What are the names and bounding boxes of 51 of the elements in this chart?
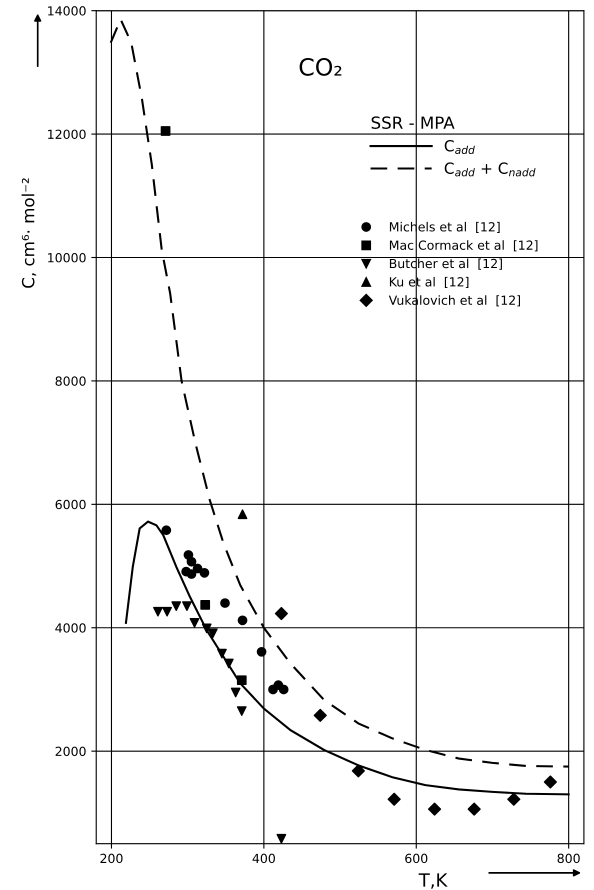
point [217, 648, 227, 659]
legend-label: Mac Cormack et al [12] [390, 240, 538, 252]
point [160, 126, 170, 136]
x-tick-label: 800 [558, 854, 580, 864]
point [238, 615, 248, 626]
y-tick-label: 6000 [56, 500, 86, 510]
point [278, 684, 289, 694]
legend-label: C$_{add}$ + C$_{nadd}$ [444, 162, 536, 176]
point [388, 792, 401, 806]
point [236, 675, 247, 686]
point [276, 834, 286, 844]
x-axis-title: T,K [418, 873, 448, 889]
point [230, 688, 241, 698]
text: CO₂ [300, 58, 342, 76]
point [238, 509, 248, 520]
point [162, 606, 172, 617]
x-tick-label: 400 [252, 854, 275, 864]
point [314, 708, 327, 722]
point [190, 618, 200, 628]
point [208, 628, 218, 638]
point [182, 601, 192, 612]
y-tick-label: 14000 [48, 6, 86, 16]
point [200, 568, 210, 578]
point [256, 646, 266, 657]
legend-label: C$_{add}$ [444, 140, 475, 154]
point [220, 598, 230, 608]
point [186, 569, 196, 579]
y-tick-label: 8000 [56, 376, 86, 386]
point [171, 601, 182, 612]
point [161, 525, 172, 536]
x-tick-label: 200 [100, 854, 123, 864]
point [200, 600, 210, 610]
point [274, 606, 288, 620]
y-tick-label: 2000 [56, 746, 86, 756]
y-tick-label: 10000 [48, 252, 86, 262]
y-tick-label: 12000 [48, 130, 86, 140]
legend-title: SSR - MPA [372, 116, 455, 129]
x-tick-label: 600 [405, 854, 428, 864]
point [192, 564, 202, 574]
point [507, 792, 520, 806]
point [153, 606, 163, 617]
y-tick-label: 4000 [55, 623, 86, 633]
point [544, 775, 557, 789]
y-axis-title: C, cm⁶· mol⁻² [22, 178, 36, 288]
point [428, 802, 442, 816]
point [352, 764, 365, 778]
point [202, 624, 212, 634]
point [468, 802, 481, 816]
point [186, 556, 196, 567]
point [236, 706, 247, 716]
point [224, 658, 234, 668]
